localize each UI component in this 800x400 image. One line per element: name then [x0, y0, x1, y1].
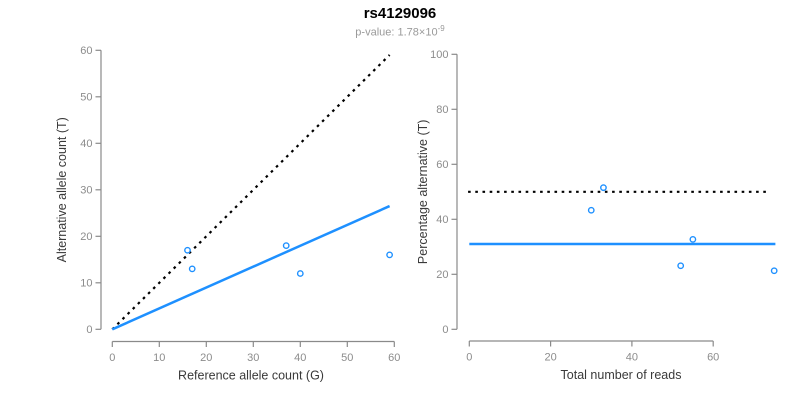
identity-line	[111, 54, 391, 331]
x-tick-label: 20	[200, 352, 212, 364]
y-tick-label: 0	[86, 324, 92, 336]
pvalue-text: p-value: 1.78×10	[355, 26, 438, 39]
x-tick-label: 30	[247, 352, 259, 364]
y-tick-label: 100	[430, 49, 448, 61]
data-point	[184, 246, 191, 254]
data-point	[296, 270, 304, 277]
y-tick-label: 40	[436, 214, 448, 226]
data-point	[587, 206, 595, 214]
y-tick-label: 30	[80, 185, 92, 197]
pvalue-exponent: -9	[437, 24, 445, 33]
y-tick-label: 60	[436, 159, 448, 171]
x-tick-label: 0	[466, 352, 472, 364]
x-axis-title: Total number of reads	[561, 368, 682, 382]
data-point	[677, 262, 685, 270]
x-tick-label: 40	[294, 352, 306, 364]
x-axis-title: Reference allele count (G)	[178, 369, 324, 383]
y-axis-title: Alternative allele count (T)	[55, 117, 69, 262]
data-point	[386, 251, 393, 259]
y-tick-label: 50	[80, 92, 92, 104]
fit-line	[111, 204, 391, 331]
plot-title: rs4129096	[363, 5, 437, 22]
y-axis-title: Percentage alternative (T)	[416, 120, 430, 265]
x-tick-label: 0	[109, 352, 115, 364]
x-tick-label: 50	[341, 352, 353, 364]
data-point	[770, 267, 778, 275]
x-tick-label: 10	[153, 352, 165, 364]
data-point	[188, 265, 196, 273]
y-tick-label: 80	[436, 104, 448, 116]
y-tick-label: 10	[80, 278, 92, 290]
x-tick-label: 40	[626, 352, 638, 364]
y-tick-label: 60	[80, 45, 92, 57]
data-point	[689, 235, 697, 243]
data-point	[600, 184, 607, 192]
y-tick-label: 0	[442, 324, 448, 336]
y-tick-label: 20	[80, 231, 92, 243]
x-tick-label: 20	[544, 352, 556, 364]
plot-subtitle: p-value: 1.78×10-9	[0, 24, 800, 39]
x-tick-label: 60	[707, 352, 719, 364]
y-tick-label: 20	[436, 269, 448, 281]
data-point	[282, 242, 290, 250]
x-tick-label: 60	[388, 352, 400, 364]
y-tick-label: 40	[80, 138, 92, 150]
